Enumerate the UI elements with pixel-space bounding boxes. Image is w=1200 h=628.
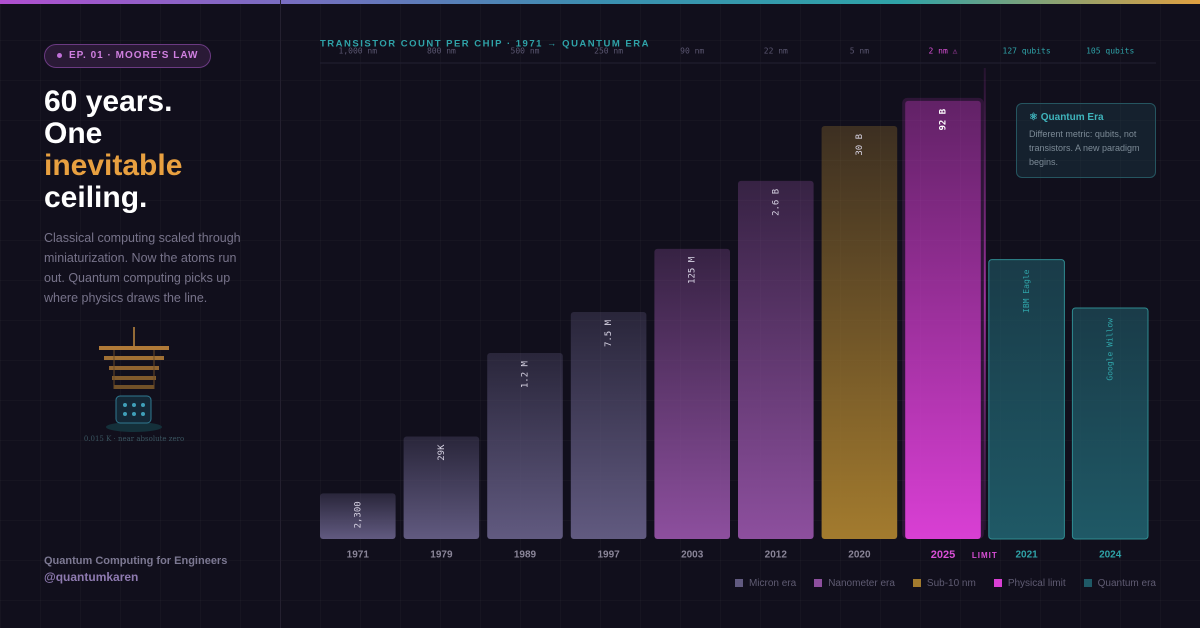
legend-swatch	[814, 579, 823, 587]
cryostat-illustration	[99, 327, 169, 432]
limit-label: LIMIT	[972, 551, 998, 560]
x-tick-label: 2003	[681, 550, 704, 561]
description: Classical computing scaled through minia…	[44, 231, 241, 305]
illustration-caption: 0.015 K · near absolute zero	[83, 435, 185, 443]
bar	[821, 125, 898, 539]
bar	[320, 493, 396, 539]
node-label: 5 nm	[850, 47, 869, 56]
legend-swatch	[993, 579, 1002, 587]
x-tick-label: 1989	[514, 550, 537, 561]
bar	[738, 180, 814, 539]
bar	[570, 311, 647, 539]
headline-line: 60 years.	[44, 85, 173, 118]
value-label: 29K	[437, 444, 447, 461]
value-label: 127 qubits	[1003, 47, 1051, 56]
legend-swatch	[912, 579, 921, 587]
node-label: 90 nm	[680, 47, 704, 56]
legend: Micron era Nanometer era Sub-10 nm Physical…	[734, 578, 1156, 589]
legend-label: Micron era	[748, 578, 797, 589]
x-tick-label: 2012	[765, 550, 788, 561]
legend-swatch	[734, 579, 743, 587]
chart-title: TRANSISTOR COUNT PER CHIP · 1971 → QUANT…	[320, 39, 650, 50]
x-tick-label: 1997	[597, 550, 620, 561]
x-tick-label: 2021	[1015, 550, 1038, 561]
legend-item: Physical limit	[993, 578, 1066, 589]
bar-label: Google Willow	[1106, 318, 1115, 381]
legend-item: Sub-10 nm	[912, 578, 976, 589]
badge: EP. 01 · MOORE'S LAW	[44, 44, 212, 68]
annotation-title: ⚛ Quantum Era	[1029, 112, 1104, 123]
value-label: 105 qubits	[1086, 47, 1134, 56]
node-label: 500 nm	[511, 47, 540, 56]
node-label: 800 nm	[427, 47, 456, 56]
node-label: 1,000 nm	[339, 47, 378, 56]
value-label: 125 M	[688, 256, 698, 284]
value-label: 30 B	[855, 134, 865, 156]
x-tick-label: 2024	[1099, 550, 1122, 561]
bar	[905, 100, 981, 540]
legend-label: Quantum era	[1097, 578, 1156, 589]
bar	[1071, 307, 1149, 540]
limit-line	[983, 68, 986, 530]
x-tick-label: 1979	[430, 550, 453, 561]
sidebar: EP. 01 · MOORE'S LAW 60 years. One inevi…	[0, 0, 281, 628]
node-label: 2 nm ⚠	[929, 47, 958, 56]
footer-handle: @quantumkaren	[44, 570, 139, 584]
x-tick-label: 2025	[931, 549, 955, 561]
bar-label: IBM Eagle	[1022, 269, 1031, 313]
headline-line: ceiling.	[44, 181, 148, 214]
x-tick-label: 2020	[848, 550, 871, 561]
legend-label: Physical limit	[1007, 578, 1066, 589]
headline-highlight: inevitable	[44, 149, 183, 182]
headline: 60 years. One inevitable ceiling.	[44, 86, 182, 214]
value-label: 92 B	[939, 108, 949, 130]
accent-bar	[0, 0, 1200, 4]
footer-series: Quantum Computing for Engineers	[44, 555, 228, 567]
node-label: 22 nm	[764, 47, 788, 56]
headline-line: One	[44, 117, 103, 150]
legend-item: Micron era	[734, 578, 797, 589]
bar	[654, 248, 730, 539]
legend-label: Nanometer era	[828, 578, 895, 589]
value-label: 1.2 M	[521, 360, 531, 388]
x-tick-label: 1971	[347, 550, 370, 561]
bar	[487, 353, 563, 539]
legend-item: Quantum era	[1083, 578, 1156, 589]
legend-label: Sub-10 nm	[926, 578, 976, 589]
legend-item: Nanometer era	[814, 578, 895, 589]
bar	[988, 259, 1065, 540]
legend-swatch	[1083, 579, 1092, 587]
bar	[403, 436, 480, 539]
annotation-text: Different metric: qubits, not transistor…	[1029, 129, 1140, 167]
value-label: 2.6 B	[771, 189, 781, 216]
annotation: ⚛ Quantum Era Different metric: qubits, …	[1016, 103, 1156, 178]
node-label: 250 nm	[594, 47, 623, 56]
value-label: 7.5 M	[604, 319, 614, 347]
value-label: 2,300	[353, 501, 363, 528]
